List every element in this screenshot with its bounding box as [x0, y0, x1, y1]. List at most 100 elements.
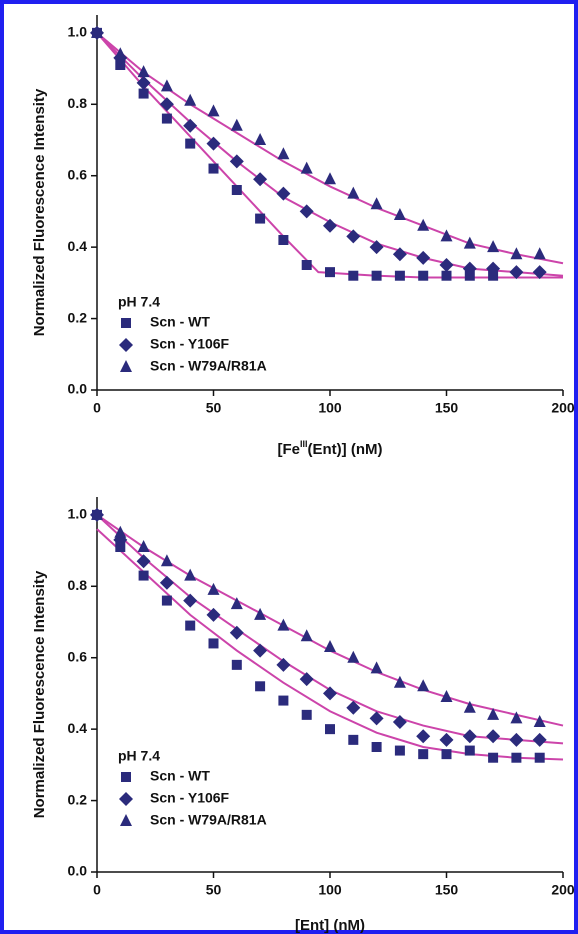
- marker-diamond: [323, 686, 337, 701]
- marker-square: [301, 709, 312, 720]
- marker-triangle: [393, 208, 406, 220]
- marker-diamond: [299, 672, 314, 687]
- marker-diamond: [136, 554, 151, 569]
- marker-diamond: [119, 792, 133, 806]
- marker-square: [138, 88, 149, 99]
- marker-diamond: [392, 247, 407, 262]
- marker-diamond: [416, 729, 431, 744]
- marker-triangle: [184, 568, 197, 581]
- marker-triangle: [347, 650, 360, 663]
- marker-diamond: [229, 154, 244, 169]
- marker-diamond: [486, 261, 501, 276]
- marker-triangle: [393, 675, 406, 688]
- marker-diamond: [462, 261, 477, 276]
- x-axis-label-part: [Fe: [278, 441, 301, 458]
- marker-square: [394, 270, 405, 281]
- marker-triangle: [207, 104, 220, 117]
- marker-diamond: [159, 97, 174, 112]
- marker-square: [138, 570, 149, 581]
- marker-square: [208, 163, 219, 174]
- y-tick-label: 0.4: [68, 720, 88, 736]
- marker-triangle: [417, 218, 430, 231]
- marker-square: [348, 270, 359, 281]
- marker-triangle: [254, 133, 267, 145]
- marker-diamond: [486, 729, 501, 744]
- y-axis-label: Normalized Fluorescence Intensity: [31, 570, 48, 818]
- marker-diamond: [323, 218, 337, 233]
- marker-diamond: [183, 118, 198, 133]
- marker-square: [208, 638, 219, 649]
- x-tick-label: 100: [318, 400, 342, 416]
- marker-triangle: [230, 597, 243, 610]
- marker-triangle: [510, 247, 523, 260]
- marker-diamond: [532, 265, 547, 280]
- marker-square: [488, 270, 499, 281]
- marker-square: [488, 752, 499, 763]
- x-axis-label-part: (Ent)] (nM): [308, 441, 383, 458]
- legend-label: Scn - Y106F: [150, 790, 230, 806]
- marker-triangle: [300, 629, 313, 642]
- marker-triangle: [533, 247, 546, 260]
- marker-triangle: [440, 690, 453, 702]
- marker-triangle: [324, 172, 336, 185]
- x-tick-label: 150: [435, 882, 459, 898]
- marker-triangle: [487, 707, 500, 720]
- marker-diamond: [206, 607, 221, 622]
- fit-line: [96, 32, 564, 265]
- fit-line: [96, 32, 563, 279]
- marker-triangle: [510, 711, 523, 724]
- marker-triangle: [277, 618, 290, 631]
- marker-triangle: [487, 240, 500, 253]
- legend-label: Scn - W79A/R81A: [150, 358, 267, 374]
- marker-triangle: [370, 661, 383, 674]
- marker-triangle: [91, 507, 103, 520]
- x-tick-label: 200: [551, 882, 575, 898]
- marker-diamond: [206, 136, 221, 151]
- marker-square: [464, 745, 475, 756]
- marker-diamond: [159, 575, 174, 590]
- y-tick-label: 0.6: [68, 166, 88, 182]
- marker-diamond: [439, 732, 454, 747]
- x-tick-label: 100: [318, 882, 342, 898]
- marker-diamond: [509, 732, 524, 747]
- marker-square: [121, 318, 131, 328]
- marker-triangle: [230, 118, 243, 131]
- y-tick-label: 1.0: [68, 24, 88, 40]
- x-tick-label: 150: [435, 400, 459, 416]
- y-tick-label: 1.0: [68, 506, 88, 522]
- marker-triangle: [440, 229, 453, 242]
- y-axis-label: Normalized Fluorescence Intensity: [31, 88, 48, 336]
- marker-square: [325, 267, 335, 278]
- marker-triangle: [324, 640, 336, 652]
- marker-square: [441, 749, 452, 760]
- marker-triangle: [120, 814, 132, 826]
- marker-diamond: [509, 265, 524, 280]
- marker-diamond: [253, 172, 268, 187]
- marker-triangle: [207, 582, 220, 595]
- marker-triangle: [277, 147, 290, 160]
- y-tick-label: 0.4: [68, 238, 88, 254]
- marker-diamond: [276, 186, 291, 201]
- legend-label: Scn - WT: [150, 314, 210, 330]
- marker-square: [418, 270, 429, 281]
- marker-square: [121, 772, 131, 782]
- legend-title: pH 7.4: [118, 294, 160, 310]
- marker-triangle: [417, 679, 430, 692]
- marker-triangle: [160, 79, 173, 92]
- marker-square: [394, 745, 405, 756]
- marker-diamond: [183, 593, 198, 608]
- marker-square: [534, 752, 545, 763]
- x-axis-label-part: III: [300, 439, 308, 449]
- marker-square: [255, 213, 266, 224]
- legend-label: Scn - W79A/R81A: [150, 812, 267, 828]
- marker-square: [185, 138, 196, 149]
- x-tick-label: 50: [206, 400, 222, 416]
- marker-triangle: [114, 525, 127, 538]
- marker-triangle: [91, 25, 103, 38]
- marker-square: [371, 270, 382, 281]
- marker-diamond: [462, 729, 477, 744]
- marker-square: [301, 260, 312, 270]
- marker-triangle: [463, 236, 476, 249]
